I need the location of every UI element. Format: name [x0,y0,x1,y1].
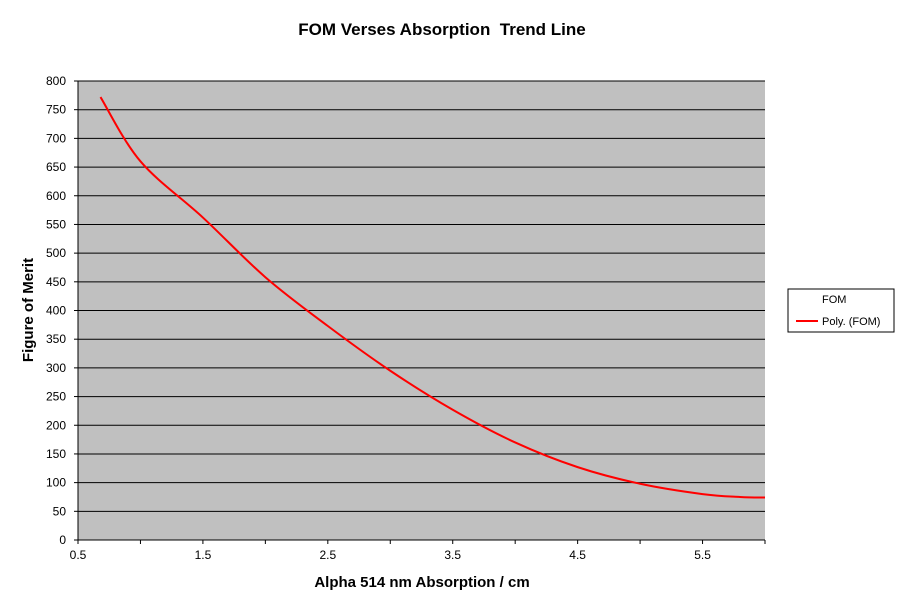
x-tick-label: 3.5 [444,548,461,562]
y-tick-label: 200 [46,418,66,432]
y-tick-label: 450 [46,275,66,289]
chart-title: FOM Verses Absorption Trend Line [298,20,585,39]
x-axis-ticks: 0.5 1.5 2.5 3.5 4.5 5.5 [70,540,766,562]
y-tick-label: 650 [46,160,66,174]
x-tick-label: 2.5 [319,548,336,562]
y-tick-label: 50 [53,504,67,518]
legend-label: Poly. (FOM) [822,316,880,328]
y-axis-ticks: 0 50 100 150 200 250 300 350 400 450 500 550 600 650 7… [46,74,78,547]
legend: FOM Poly. (FOM) [787,288,895,333]
x-axis-title: Alpha 514 nm Absorption / cm [314,574,529,591]
y-tick-label: 0 [59,533,66,547]
y-tick-label: 100 [46,476,66,490]
y-tick-label: 600 [46,189,66,203]
y-axis-title: Figure of Merit [20,258,37,362]
y-tick-label: 550 [46,217,66,231]
x-tick-label: 5.5 [694,548,711,562]
y-tick-label: 300 [46,361,66,375]
x-tick-label: 4.5 [569,548,586,562]
legend-label: FOM [822,294,846,306]
legend-box [787,288,895,333]
y-tick-label: 400 [46,304,66,318]
y-tick-label: 500 [46,246,66,260]
grid-lines [78,80,765,512]
series-line-1 [99,96,766,499]
y-tick-label: 800 [46,74,66,88]
y-tick-label: 350 [46,332,66,346]
series-layer [99,96,766,499]
x-tick-label: 1.5 [195,548,212,562]
x-tick-label: 0.5 [70,548,87,562]
y-tick-label: 250 [46,390,66,404]
y-tick-label: 150 [46,447,66,461]
y-tick-label: 750 [46,103,66,117]
y-tick-label: 700 [46,131,66,145]
